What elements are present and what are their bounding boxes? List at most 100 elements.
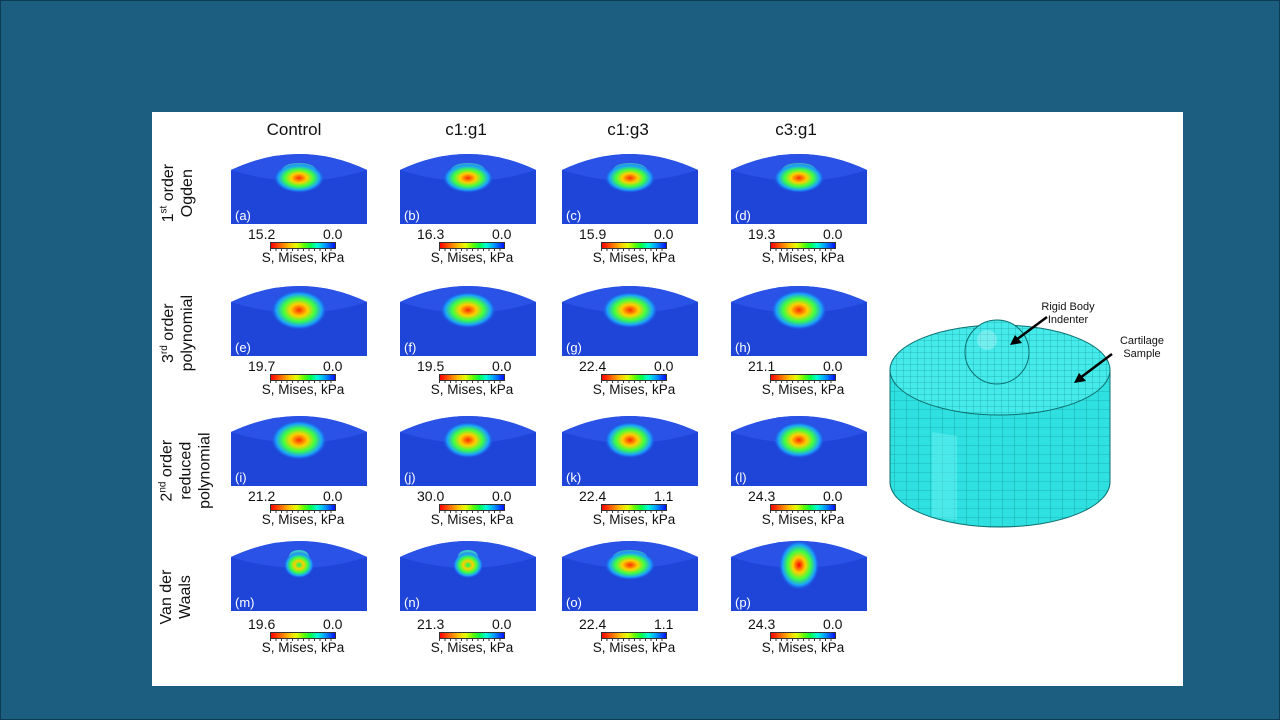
rigid-indenter-sphere	[964, 319, 1030, 385]
color-scale-legend: 16.3 0.0 S, Mises, kPa	[404, 226, 544, 266]
stress-contour-plot	[562, 416, 698, 486]
color-scale-legend: 21.1 0.0 S, Mises, kPa	[735, 358, 875, 398]
scale-label: S, Mises, kPa	[592, 250, 676, 265]
color-scale-legend: 21.3 0.0 S, Mises, kPa	[404, 616, 544, 656]
colorbar-ticks	[601, 380, 667, 383]
scale-max-value: 19.3	[748, 226, 776, 242]
scale-max-value: 24.3	[748, 616, 776, 632]
colorbar-ticks	[770, 638, 836, 641]
scale-max-value: 21.3	[417, 616, 445, 632]
scale-label: S, Mises, kPa	[261, 640, 345, 655]
scale-label: S, Mises, kPa	[430, 382, 514, 397]
scale-label: S, Mises, kPa	[430, 512, 514, 527]
scale-min-value: 0.0	[823, 488, 843, 504]
scale-min-value: 0.0	[654, 358, 674, 374]
indenter-label: Rigid Body Indenter	[1028, 301, 1108, 327]
stress-contour-plot	[562, 541, 698, 611]
contour-panel: (a)	[229, 148, 369, 226]
scale-min-value: 0.0	[323, 358, 343, 374]
indenter-label-line: Rigid Body	[1041, 301, 1095, 313]
scale-max-value: 15.2	[248, 226, 276, 242]
stress-contour-plot	[231, 541, 367, 611]
contour-panel: (h)	[729, 280, 869, 358]
scale-max-value: 16.3	[417, 226, 445, 242]
colorbar-ticks	[439, 380, 505, 383]
panel-label: (a)	[235, 208, 251, 223]
row-header-polynomial: 3rd order polynomial	[155, 273, 197, 393]
stress-contour-plot	[400, 286, 536, 356]
color-scale-legend: 19.7 0.0 S, Mises, kPa	[235, 358, 375, 398]
stress-contour-plot	[731, 539, 867, 611]
scale-label: S, Mises, kPa	[430, 640, 514, 655]
row-header-line: 2nd order	[157, 439, 176, 502]
color-scale-legend: 30.0 0.0 S, Mises, kPa	[404, 488, 544, 528]
row-header-line: 1st order	[158, 163, 178, 223]
scale-label: S, Mises, kPa	[261, 382, 345, 397]
colorbar-ticks	[770, 248, 836, 251]
contour-panel: (n)	[398, 535, 538, 613]
stress-contour-plot	[562, 154, 698, 224]
scale-label: S, Mises, kPa	[761, 640, 845, 655]
row-header-line: polynomial	[179, 294, 197, 372]
colorbar-ticks	[770, 510, 836, 513]
color-scale-legend: 22.4 1.1 S, Mises, kPa	[566, 488, 706, 528]
scale-min-value: 1.1	[654, 488, 674, 504]
scale-label: S, Mises, kPa	[592, 512, 676, 527]
colorbar-ticks	[601, 638, 667, 641]
panel-label: (p)	[735, 595, 751, 610]
contour-panel: (d)	[729, 148, 869, 226]
colorbar-ticks	[270, 380, 336, 383]
colorbar-ticks	[601, 248, 667, 251]
panel-label: (o)	[566, 595, 582, 610]
column-header-control: Control	[266, 120, 322, 139]
stress-contour-plot	[231, 286, 367, 356]
contour-panel: (o)	[560, 535, 700, 613]
scale-max-value: 22.4	[579, 616, 607, 632]
scale-max-value: 21.1	[748, 358, 776, 374]
color-scale-legend: 19.5 0.0 S, Mises, kPa	[404, 358, 544, 398]
figure-panel: Control c1:g1 c1:g3 c3:g1 1st order Ogde…	[152, 112, 1183, 686]
row-header-ogden: 1st order Ogden	[155, 133, 197, 253]
contour-panel: (m)	[229, 535, 369, 613]
stress-contour-plot	[400, 416, 536, 486]
color-scale-legend: 21.2 0.0 S, Mises, kPa	[235, 488, 375, 528]
scale-max-value: 30.0	[417, 488, 445, 504]
panel-label: (n)	[404, 595, 420, 610]
scale-max-value: 19.6	[248, 616, 276, 632]
contour-panel: (c)	[560, 148, 700, 226]
stress-contour-plot	[562, 286, 698, 356]
panel-label: (f)	[404, 340, 417, 355]
colorbar-ticks	[770, 380, 836, 383]
stress-contour-plot	[731, 416, 867, 486]
colorbar-ticks	[270, 248, 336, 251]
colorbar-ticks	[601, 510, 667, 513]
scale-label: S, Mises, kPa	[761, 382, 845, 397]
colorbar-ticks	[270, 510, 336, 513]
scale-min-value: 0.0	[492, 226, 512, 242]
scale-label: S, Mises, kPa	[592, 382, 676, 397]
contour-panel: (l)	[729, 410, 869, 488]
row-header-line: Van der	[158, 569, 175, 625]
scale-min-value: 0.0	[323, 226, 343, 242]
scale-max-value: 15.9	[579, 226, 607, 242]
column-header-c1g3: c1:g3	[607, 120, 649, 139]
indenter-label-line: Indenter	[1047, 314, 1089, 326]
sample-label-line: Cartilage	[1119, 335, 1165, 347]
color-scale-legend: 22.4 1.1 S, Mises, kPa	[566, 616, 706, 656]
contour-panel: (p)	[729, 535, 869, 613]
cartilage-sample-mesh	[889, 324, 1111, 528]
sample-label: Cartilage Sample	[1107, 335, 1177, 361]
panel-label: (i)	[235, 470, 247, 485]
scale-max-value: 24.3	[748, 488, 776, 504]
scale-min-value: 0.0	[323, 488, 343, 504]
scale-min-value: 0.0	[492, 358, 512, 374]
color-scale-legend: 24.3 0.0 S, Mises, kPa	[735, 616, 875, 656]
stress-contour-plot	[231, 416, 367, 486]
colorbar-ticks	[270, 638, 336, 641]
panel-label: (j)	[404, 470, 416, 485]
indenter-arrow	[1010, 315, 1048, 345]
row-header-line: polynomial	[196, 432, 214, 509]
color-scale-legend: 15.9 0.0 S, Mises, kPa	[566, 226, 706, 266]
scale-min-value: 0.0	[492, 616, 512, 632]
column-header-c3g1: c3:g1	[775, 120, 817, 139]
